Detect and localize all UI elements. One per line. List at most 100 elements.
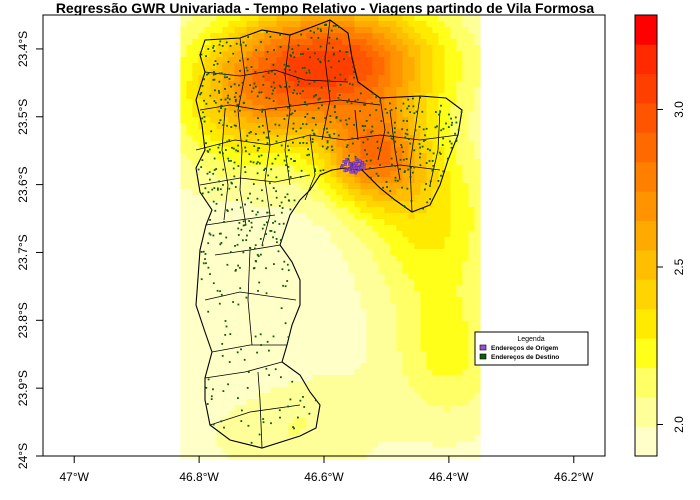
raster-cell — [360, 195, 367, 202]
raster-cell — [246, 321, 253, 328]
destination-point — [283, 118, 286, 120]
raster-cell — [342, 141, 349, 148]
raster-cell — [390, 447, 397, 454]
destination-point — [297, 44, 300, 47]
raster-cell — [330, 387, 337, 394]
raster-cell — [450, 417, 457, 424]
raster-cell — [372, 429, 379, 436]
raster-cell — [336, 261, 343, 268]
raster-cell — [282, 87, 289, 94]
raster-cell — [300, 369, 307, 376]
raster-cell — [372, 15, 379, 22]
destination-point — [261, 227, 264, 230]
raster-cell — [432, 51, 439, 58]
raster-cell — [420, 279, 427, 286]
raster-cell — [258, 225, 265, 232]
raster-cell — [216, 69, 223, 76]
destination-point — [249, 84, 251, 87]
raster-cell — [396, 135, 403, 142]
raster-cell — [318, 201, 325, 208]
raster-cell — [372, 363, 379, 370]
destination-point — [346, 144, 349, 146]
raster-cell — [384, 441, 391, 448]
raster-cell — [384, 303, 391, 310]
raster-cell — [378, 99, 385, 106]
raster-cell — [186, 387, 193, 394]
colorbar-segment — [635, 191, 657, 222]
raster-cell — [438, 285, 445, 292]
raster-cell — [306, 171, 313, 178]
raster-cell — [456, 111, 463, 118]
destination-point — [223, 426, 225, 429]
raster-cell — [318, 195, 325, 202]
raster-cell — [366, 81, 373, 88]
raster-cell — [438, 183, 445, 190]
raster-cell — [468, 147, 475, 154]
raster-cell — [390, 429, 397, 436]
raster-cell — [330, 237, 337, 244]
destination-point — [289, 208, 292, 211]
destination-point — [275, 238, 278, 240]
raster-cell — [186, 375, 193, 382]
raster-cell — [186, 441, 193, 448]
raster-cell — [300, 285, 307, 292]
raster-cell — [378, 237, 385, 244]
raster-cell — [378, 297, 385, 304]
raster-cell — [246, 69, 253, 76]
raster-cell — [252, 417, 259, 424]
raster-cell — [372, 387, 379, 394]
raster-cell — [216, 165, 223, 172]
raster-cell — [354, 189, 361, 196]
raster-cell — [270, 153, 277, 160]
raster-cell — [240, 165, 247, 172]
destination-point — [290, 55, 292, 57]
raster-cell — [192, 279, 199, 286]
raster-cell — [354, 39, 361, 46]
raster-cell — [420, 387, 427, 394]
heatmap-raster — [180, 15, 481, 460]
raster-cell — [384, 423, 391, 430]
raster-cell — [444, 399, 451, 406]
raster-cell — [282, 207, 289, 214]
raster-cell — [258, 399, 265, 406]
raster-cell — [366, 195, 373, 202]
raster-cell — [426, 63, 433, 70]
destination-point — [339, 119, 342, 122]
destination-point — [409, 176, 412, 178]
raster-cell — [312, 39, 319, 46]
raster-cell — [204, 213, 211, 220]
destination-point — [407, 98, 410, 101]
raster-cell — [276, 447, 283, 454]
raster-cell — [378, 207, 385, 214]
destination-point — [389, 102, 391, 105]
destination-point — [249, 229, 251, 232]
raster-cell — [462, 327, 469, 334]
raster-cell — [204, 21, 211, 28]
raster-cell — [348, 411, 355, 418]
raster-cell — [216, 327, 223, 334]
raster-cell — [192, 285, 199, 292]
raster-cell — [432, 81, 439, 88]
raster-cell — [474, 33, 481, 40]
destination-point — [435, 111, 437, 113]
raster-cell — [210, 81, 217, 88]
raster-cell — [390, 351, 397, 358]
raster-cell — [312, 441, 319, 448]
destination-point — [207, 72, 210, 75]
raster-cell — [438, 231, 445, 238]
raster-cell — [474, 231, 481, 238]
raster-cell — [336, 363, 343, 370]
destination-point — [348, 98, 350, 101]
raster-cell — [462, 375, 469, 382]
raster-cell — [288, 381, 295, 388]
raster-cell — [186, 357, 193, 364]
destination-point — [402, 158, 405, 161]
raster-cell — [474, 399, 481, 406]
raster-cell — [378, 93, 385, 100]
raster-cell — [240, 255, 247, 262]
raster-cell — [354, 303, 361, 310]
destination-point — [313, 31, 315, 34]
raster-cell — [228, 429, 235, 436]
raster-cell — [312, 303, 319, 310]
raster-cell — [450, 147, 457, 154]
